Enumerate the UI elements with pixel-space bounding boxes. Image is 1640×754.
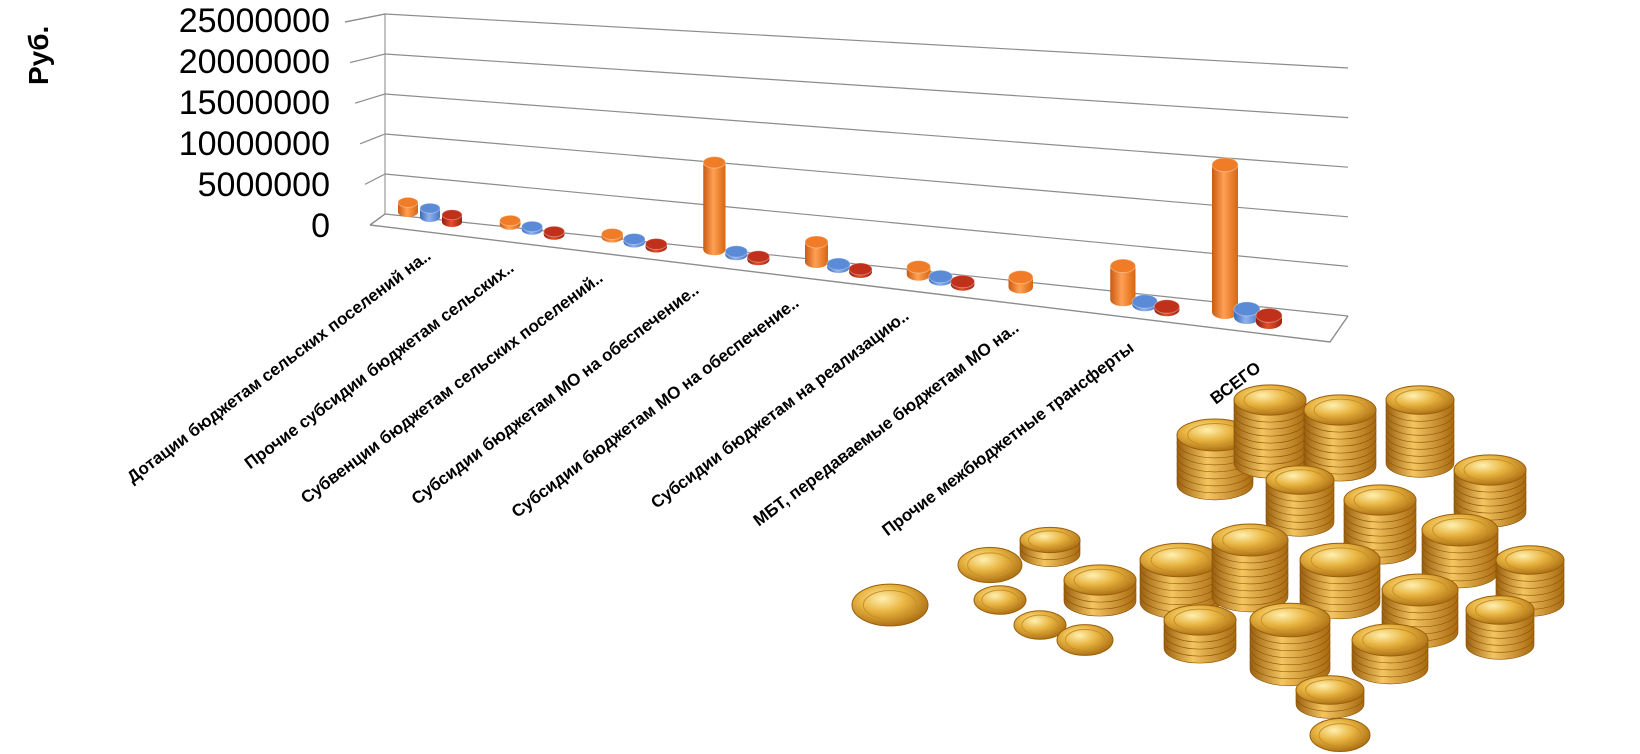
- side-gridline: [364, 173, 386, 185]
- coin-stack: [1295, 675, 1365, 719]
- coin-stack: [1019, 526, 1081, 567]
- coin-stack: [1385, 385, 1455, 478]
- y-tick-label: 25000000: [179, 2, 330, 40]
- bar: [1153, 299, 1180, 317]
- y-tick-label: 0: [311, 207, 330, 245]
- gridline: [384, 93, 1349, 168]
- gridlines: [344, 13, 1349, 343]
- y-axis-label: Руб.: [23, 26, 54, 85]
- coin-pile-image: [851, 384, 1565, 752]
- y-tick-label: 20000000: [179, 43, 330, 81]
- x-tick-label: МБТ, передаваемые бюджетам МО на..: [750, 318, 1023, 530]
- coin-stack: [1343, 484, 1417, 565]
- gridline: [384, 133, 1349, 218]
- coin-stack: [1303, 394, 1377, 482]
- side-gridline: [349, 53, 386, 64]
- side-gridline: [354, 93, 386, 104]
- bar: [848, 262, 873, 278]
- x-tick-label: Прочие межбюджетные трансферты: [879, 338, 1138, 540]
- y-tick-label: 10000000: [179, 125, 330, 163]
- bar: [645, 238, 668, 253]
- bar: [950, 274, 975, 291]
- x-tick-labels: Дотации бюджетам сельских поселений на..…: [123, 246, 1264, 540]
- coin: [957, 546, 1023, 584]
- coin-stack: [1211, 523, 1289, 613]
- bar: [724, 245, 748, 261]
- bar: [1131, 294, 1158, 312]
- bar: [702, 156, 726, 256]
- bar: [1008, 270, 1034, 294]
- bar: [441, 209, 463, 227]
- coin-stack: [1249, 602, 1331, 687]
- bar: [601, 228, 624, 243]
- coin-stack: [1265, 465, 1335, 537]
- coin-stack: [1465, 595, 1535, 660]
- side-wall: [344, 13, 386, 226]
- bar: [906, 260, 931, 281]
- floor-edge: [369, 213, 386, 226]
- bars: [397, 156, 1283, 329]
- bar: [804, 235, 829, 268]
- coin: [973, 585, 1027, 615]
- coin: [1309, 718, 1371, 752]
- y-tick-label: 15000000: [179, 84, 330, 122]
- bar: [1233, 301, 1261, 324]
- bar: [1109, 258, 1136, 307]
- coin-stack: [1063, 564, 1137, 617]
- bar: [1211, 157, 1239, 319]
- bar: [543, 225, 565, 240]
- side-gridline: [344, 13, 386, 23]
- gridline: [384, 173, 1349, 267]
- coin-stack: [1453, 454, 1527, 528]
- y-tick-label: 5000000: [198, 166, 330, 204]
- bar: [928, 269, 953, 286]
- coin-stack: [1299, 542, 1381, 620]
- coin: [1056, 624, 1114, 656]
- side-gridline: [359, 133, 386, 145]
- bar: [623, 233, 646, 248]
- coin-stack: [1421, 513, 1499, 589]
- bar: [826, 257, 851, 273]
- bar: [397, 196, 419, 217]
- bar: [419, 202, 441, 222]
- coin-stack: [1163, 604, 1237, 664]
- bar: [1255, 307, 1283, 329]
- gridline: [384, 53, 1349, 119]
- x-tick-label: Субсидии бюджетам на реализацию..: [647, 306, 912, 512]
- bar: [499, 214, 521, 230]
- gridline: [384, 13, 1349, 69]
- coin-stack: [1351, 623, 1429, 685]
- coin-stack: [1233, 384, 1307, 479]
- bar: [746, 250, 770, 266]
- floor-edge: [369, 224, 1349, 343]
- coin: [851, 583, 929, 627]
- coin: [1013, 610, 1067, 640]
- bar: [521, 220, 543, 235]
